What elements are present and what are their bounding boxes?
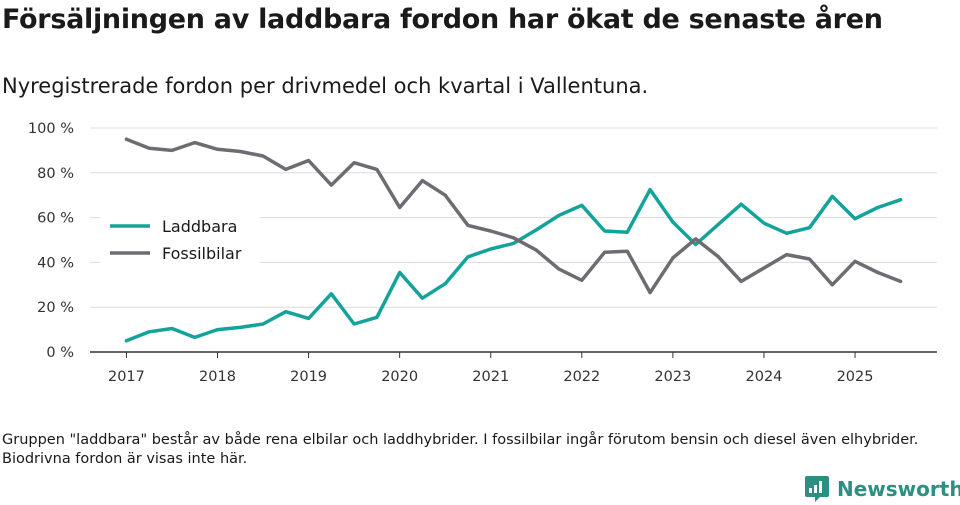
y-tick-label: 80 % <box>37 166 74 182</box>
x-tick-label: 2019 <box>290 369 327 385</box>
legend: Laddbara Fossilbilar <box>100 210 260 270</box>
series-line-laddbara <box>124 187 903 343</box>
chart-title: Försäljningen av laddbara fordon har öka… <box>2 4 883 35</box>
legend-label: Fossilbilar <box>162 244 242 263</box>
chart-subtitle: Nyregistrerade fordon per drivmedel och … <box>2 74 649 98</box>
x-tick-label: 2024 <box>746 369 783 385</box>
y-tick-label: 40 % <box>37 255 74 271</box>
x-tick-label: 2023 <box>654 369 691 385</box>
y-tick-label: 0 % <box>46 345 74 361</box>
newsworthy-logo-icon <box>805 476 829 502</box>
x-tick-label: 2021 <box>472 369 509 385</box>
footnote: Gruppen "laddbara" består av både rena e… <box>2 432 919 467</box>
x-tick-label: 2025 <box>837 369 874 385</box>
y-tick-label: 100 % <box>28 121 74 137</box>
x-tick-label: 2018 <box>199 369 236 385</box>
line-chart: 0 % 20 % 40 % 60 % 80 % 100 % 2017 2018 2019 202… <box>28 121 937 385</box>
legend-label: Laddbara <box>162 217 237 236</box>
newsworthy-logo: Newsworthy <box>804 474 960 504</box>
y-axis: 0 % 20 % 40 % 60 % 80 % 100 % <box>28 121 74 361</box>
brand-name: Newsworthy <box>837 477 960 501</box>
x-tick-label: 2017 <box>108 369 145 385</box>
y-tick-label: 20 % <box>37 300 74 316</box>
y-tick-label: 60 % <box>37 211 74 227</box>
x-tick-label: 2020 <box>381 369 418 385</box>
legend-background <box>100 210 260 270</box>
series-lines <box>124 137 903 343</box>
series-line-fossilbilar <box>124 137 903 295</box>
x-tick-label: 2022 <box>563 369 600 385</box>
x-axis: 2017 2018 2019 2020 2021 2022 2023 2024 2025 <box>90 351 937 385</box>
